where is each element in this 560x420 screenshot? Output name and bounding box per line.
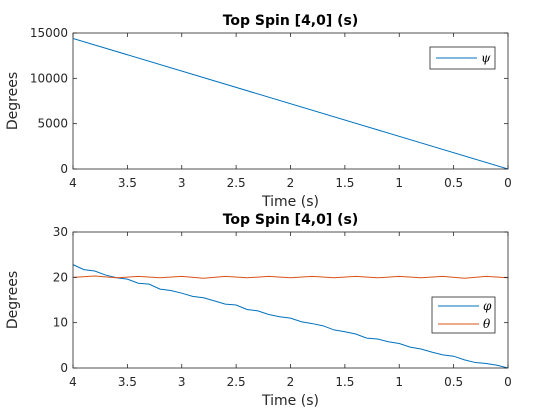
legend-box: [431, 296, 496, 334]
y-tick-label: 15000: [30, 26, 68, 40]
x-tick-label: 2.5: [227, 176, 246, 190]
y-tick-label: 10000: [30, 71, 68, 85]
y-tick-label: 0: [60, 162, 68, 176]
x-tick-label: 1.5: [335, 375, 354, 389]
x-tick-label: 2: [287, 176, 295, 190]
y-tick-label: 10: [53, 316, 68, 330]
series-line-2: [73, 275, 508, 279]
legend-label-1: φ: [483, 299, 492, 313]
x-tick-label: 4: [69, 176, 77, 190]
chart-1: 4 3.5 3 2.5 2 1.5 1 0.5 0 0 5000 10000 15000 Top Spin…: [5, 13, 512, 210]
chart-title: Top Spin [4,0] (s): [223, 13, 359, 29]
x-tick-label: 3.5: [118, 375, 137, 389]
x-axis-label: Time (s): [261, 393, 319, 409]
legend: ψ: [429, 46, 496, 70]
chart-2: 4 3.5 3 2.5 2 1.5 1 0.5 0 0 10 20 30 Top Spin [4,0] (…: [5, 212, 512, 409]
legend-label-1: ψ: [481, 51, 491, 65]
legend: φθ: [431, 296, 496, 334]
chart-title: Top Spin [4,0] (s): [223, 212, 359, 228]
x-tick-label: 3: [178, 176, 186, 190]
x-tick-label: 1: [395, 375, 403, 389]
y-tick-label: 30: [53, 225, 68, 239]
x-tick-label: 2: [287, 375, 295, 389]
x-tick-label: 0: [504, 375, 512, 389]
x-tick-label: 0: [504, 176, 512, 190]
y-tick-label: 0: [60, 361, 68, 375]
x-tick-label: 0.5: [444, 176, 463, 190]
y-axis-label: Degrees: [5, 72, 21, 130]
x-axis-label: Time (s): [261, 194, 319, 210]
x-tick-label: 0.5: [444, 375, 463, 389]
y-tick-label: 20: [53, 270, 68, 284]
series-line-1: [73, 264, 508, 368]
x-tick-label: 1: [395, 176, 403, 190]
y-axis-label: Degrees: [5, 271, 21, 329]
x-tick-label: 3.5: [118, 176, 137, 190]
y-tick-label: 5000: [37, 117, 68, 131]
x-tick-label: 4: [69, 375, 77, 389]
x-tick-label: 2.5: [227, 375, 246, 389]
x-tick-label: 3: [178, 375, 186, 389]
series-line-1: [73, 37, 508, 169]
x-tick-label: 1.5: [335, 176, 354, 190]
legend-label-2: θ: [483, 317, 491, 331]
